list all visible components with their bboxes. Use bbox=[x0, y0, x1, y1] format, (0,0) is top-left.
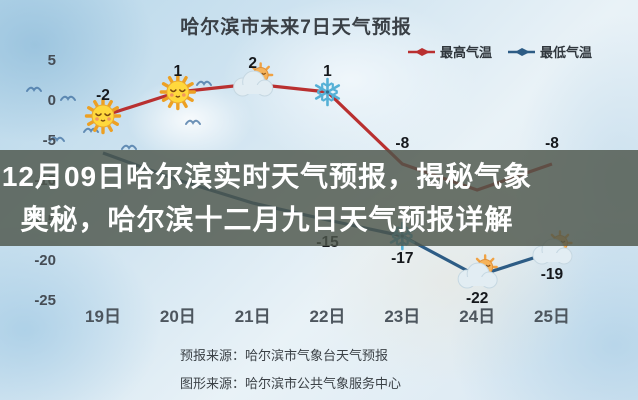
banner-line-2: 奥秘，哈尔滨十二月九日天气预报详解 bbox=[20, 204, 514, 235]
page-title: 哈尔滨市未来7日天气预报 bbox=[180, 17, 412, 38]
svg-text:-20: -20 bbox=[34, 252, 56, 269]
high-temp-line-icon bbox=[408, 47, 435, 56]
banner: 12月09日哈尔滨实时天气预报，揭秘气象 奥秘，哈尔滨十二月九日天气预报详解 bbox=[0, 150, 638, 246]
legend-item-high[interactable]: 最高气温 bbox=[408, 42, 492, 61]
forecast-source: 预报来源：哈尔滨市气象台天气预报 bbox=[180, 348, 389, 363]
svg-text:22日: 22日 bbox=[310, 307, 346, 326]
svg-text:5: 5 bbox=[48, 52, 56, 69]
source-footer: 预报来源：哈尔滨市气象台天气预报 图形来源：哈尔滨市公共气象服务中心 bbox=[180, 342, 401, 398]
banner-line-1: 12月09日哈尔滨实时天气预报，揭秘气象 bbox=[1, 161, 533, 192]
svg-text:21日: 21日 bbox=[235, 307, 271, 326]
chart-legend: 最高气温 最低气温 bbox=[408, 42, 592, 61]
svg-text:1: 1 bbox=[174, 63, 183, 80]
legend-item-low[interactable]: 最低气温 bbox=[508, 42, 592, 61]
svg-text:19日: 19日 bbox=[85, 307, 121, 326]
svg-text:-5: -5 bbox=[43, 132, 56, 149]
svg-text:-2: -2 bbox=[96, 87, 110, 104]
svg-text:-19: -19 bbox=[541, 266, 564, 283]
banner-text: 12月09日哈尔滨实时天气预报，揭秘气象 奥秘，哈尔滨十二月九日天气预报详解 bbox=[0, 150, 586, 246]
legend-low-label: 最低气温 bbox=[540, 45, 593, 60]
svg-text:24日: 24日 bbox=[459, 307, 495, 326]
svg-text:-22: -22 bbox=[466, 290, 488, 307]
svg-text:23日: 23日 bbox=[384, 307, 420, 326]
low-temp-line-icon bbox=[508, 47, 536, 56]
svg-text:-17: -17 bbox=[391, 250, 413, 267]
svg-text:-8: -8 bbox=[545, 135, 559, 152]
legend-high-label: 最高气温 bbox=[440, 45, 493, 60]
svg-text:-25: -25 bbox=[34, 292, 56, 309]
graphic-source: 图形来源：哈尔滨市公共气象服务中心 bbox=[180, 376, 402, 391]
svg-text:20日: 20日 bbox=[160, 307, 196, 326]
svg-text:-8: -8 bbox=[395, 135, 409, 152]
svg-text:1: 1 bbox=[323, 63, 332, 80]
svg-text:25日: 25日 bbox=[534, 307, 570, 326]
svg-text:2: 2 bbox=[248, 55, 257, 72]
svg-text:0: 0 bbox=[48, 92, 56, 109]
